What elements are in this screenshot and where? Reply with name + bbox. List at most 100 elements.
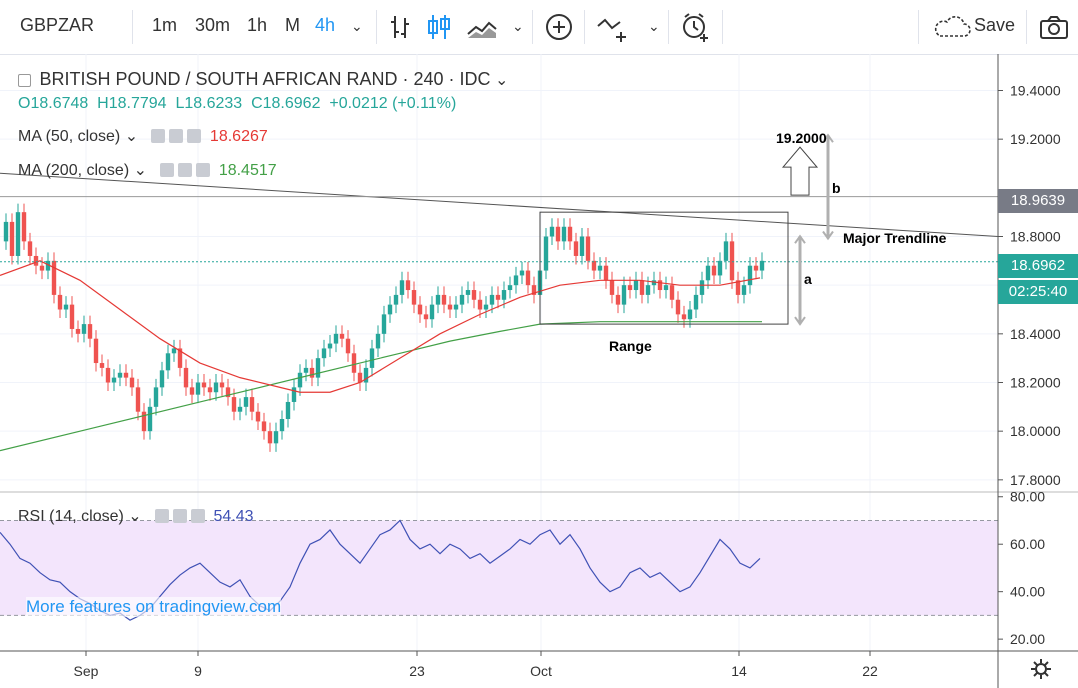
measure-arrow-a-head (794, 234, 806, 244)
ma200-value: 18.4517 (218, 162, 277, 179)
interval-1h[interactable]: 1h (247, 15, 268, 35)
interval-M[interactable]: M (285, 15, 300, 35)
chart-type-dropdown-icon[interactable]: ⌄ (512, 18, 524, 34)
candle-body (207, 387, 213, 393)
title-dropdown-icon[interactable]: ⌄ (494, 72, 509, 89)
candle-body (471, 290, 477, 300)
candle-body (21, 212, 27, 242)
candle-body (483, 304, 489, 310)
cloud-save-icon[interactable] (932, 12, 972, 42)
range-box (539, 211, 789, 325)
candle-body (123, 372, 129, 378)
collapse-icon[interactable] (18, 74, 31, 87)
candle-body (213, 382, 219, 393)
candles-chart-type-icon[interactable] (426, 12, 452, 42)
candle-body (435, 294, 441, 305)
symbol-search[interactable]: GBPZAR (20, 15, 95, 35)
candle-body (183, 367, 189, 388)
toolbar-divider (722, 10, 723, 44)
candle-body (63, 304, 69, 310)
ma50-value: 18.6267 (209, 128, 268, 145)
compare-icon[interactable] (596, 12, 632, 42)
rsi-label: RSI (14, close) (18, 508, 124, 525)
candle-body (465, 290, 471, 295)
candle-body (99, 363, 105, 368)
candle-body (153, 387, 159, 407)
candle-body (393, 294, 399, 305)
compare-dropdown-icon[interactable]: ⌄ (648, 18, 660, 34)
dropdown-icon[interactable]: ⌄ (124, 128, 139, 145)
candle-body (15, 212, 21, 256)
candle-body (321, 348, 327, 359)
price-tick-label: 18.0000 (1010, 423, 1061, 439)
candle-body (705, 265, 711, 281)
candle-body (753, 265, 759, 271)
candle-body (267, 431, 273, 444)
candle-body (27, 241, 33, 256)
settings-gear-icon[interactable] (1030, 658, 1052, 680)
legend-title-row: BRITISH POUND / SOUTH AFRICAN RAND · 240… (18, 69, 508, 90)
add-indicator-icon[interactable] (544, 12, 574, 42)
candle-body (309, 367, 315, 378)
ma50-legend[interactable]: MA (50, close) ⌄ 18.6267 (18, 126, 268, 146)
candle-body (423, 314, 429, 320)
dropdown-icon[interactable]: ⌄ (133, 162, 148, 179)
candle-body (489, 294, 495, 305)
ma200-legend[interactable]: MA (200, close) ⌄ 18.4517 (18, 160, 277, 180)
camera-icon[interactable] (1038, 12, 1070, 42)
visibility-icon[interactable] (160, 163, 175, 177)
measure-arrow-a-head (794, 316, 806, 326)
candle-body (723, 241, 729, 261)
price-chart[interactable]: 19.400019.200018.800018.600018.400018.20… (0, 54, 1078, 688)
ohlc-row: O18.6748 H18.7794 L18.6233 C18.6962 +0.0… (18, 95, 456, 113)
time-tick-label: Oct (530, 663, 552, 679)
tradingview-watermark[interactable]: More features on tradingview.com (26, 597, 282, 617)
interval-4h[interactable]: 4h (315, 15, 336, 35)
candle-body (501, 290, 507, 300)
candle-body (9, 221, 15, 256)
candle-body (105, 367, 111, 383)
interval-1m[interactable]: 1m (152, 15, 178, 35)
settings-icon[interactable] (173, 509, 188, 523)
toolbar-divider (918, 10, 919, 44)
settings-icon[interactable] (178, 163, 193, 177)
candle-body (237, 406, 243, 412)
interval-30m[interactable]: 30m (195, 15, 231, 35)
interval-dropdown-icon[interactable]: ⌄ (351, 18, 363, 34)
settings-icon[interactable] (169, 129, 184, 143)
bar-countdown-tag: 02:25:40 (998, 280, 1078, 304)
target-up-arrow (781, 146, 819, 196)
remove-icon[interactable] (196, 163, 211, 177)
candle-body (609, 280, 615, 295)
candle-body (261, 421, 267, 432)
candle-body (369, 348, 375, 368)
dropdown-icon[interactable]: ⌄ (128, 508, 142, 525)
alert-clock-icon[interactable] (680, 12, 712, 42)
candle-body (111, 377, 117, 383)
save-button[interactable]: Save (974, 15, 1016, 35)
candle-body (69, 304, 75, 329)
candle-body (363, 367, 369, 383)
area-chart-type-icon[interactable] (466, 12, 500, 42)
candle-body (429, 304, 435, 320)
rsi-tick-label: 60.00 (1010, 536, 1045, 552)
price-tick-label: 19.4000 (1010, 83, 1061, 99)
candle-body (717, 260, 723, 276)
visibility-icon[interactable] (155, 509, 170, 523)
remove-icon[interactable] (191, 509, 206, 523)
remove-icon[interactable] (187, 129, 202, 143)
candle-body (657, 280, 663, 291)
candle-body (513, 275, 519, 286)
candle-body (579, 236, 585, 256)
candle-body (735, 280, 741, 295)
candle-body (663, 285, 669, 291)
last-price-tag: 18.6962 (998, 254, 1078, 278)
candle-body (459, 294, 465, 305)
candle-body (129, 377, 135, 388)
visibility-icon[interactable] (151, 129, 166, 143)
candle-body (441, 294, 447, 305)
candle-body (81, 324, 87, 334)
bar-chart-type-icon[interactable] (388, 12, 414, 42)
price-tick-label: 17.8000 (1010, 472, 1061, 488)
rsi-legend[interactable]: RSI (14, close) ⌄ 54.43 (18, 506, 254, 526)
